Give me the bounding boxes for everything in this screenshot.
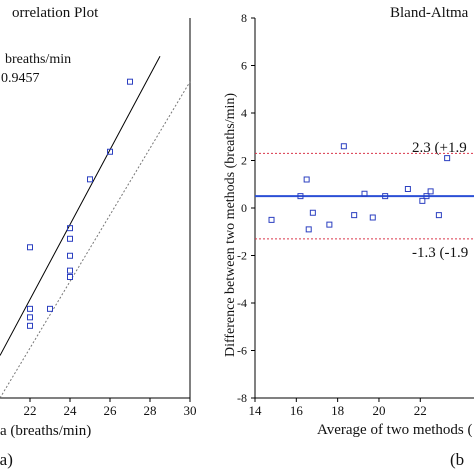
correlation-point (87, 176, 93, 183)
bland-altman-point (309, 209, 316, 216)
upper-loa-label: 2.3 (+1.9 (412, 140, 467, 156)
bland-altman-point (303, 176, 310, 183)
left-chart-title: orrelation Plot (12, 5, 99, 21)
right-x-tick-label: 20 (372, 403, 385, 418)
identity-line (0, 81, 191, 399)
correlation-point (27, 322, 33, 329)
bland-altman-plot: -8 -6 -4 -2 0 2 4 6 8 14 16 18 20 22 (237, 11, 474, 418)
correlation-point (27, 314, 33, 321)
left-legend-line-2: 0.9457 (1, 71, 40, 86)
bland-altman-point (435, 212, 442, 219)
right-y-tick-label: 0 (241, 201, 247, 215)
bland-altman-point (297, 193, 304, 200)
right-y-tick-label: -2 (237, 249, 247, 263)
bland-altman-point (351, 212, 358, 219)
correlation-point (27, 244, 33, 251)
right-x-tick-label: 16 (290, 403, 304, 418)
regression-line (0, 55, 161, 356)
right-y-tick-label: -8 (237, 391, 247, 405)
lower-loa-label: -1.3 (-1.9 (412, 245, 469, 261)
bland-altman-point (326, 221, 333, 228)
left-x-tick-label: 30 (184, 403, 197, 418)
correlation-point (67, 252, 73, 259)
correlation-point (67, 235, 73, 242)
correlation-plot: 22 24 26 28 30 (0, 18, 197, 418)
right-x-tick-label: 22 (414, 403, 427, 418)
bland-altman-point (419, 197, 426, 204)
right-x-tick-label: 18 (331, 403, 344, 418)
right-x-axis-label: Average of two methods ( (317, 422, 473, 438)
correlation-point (127, 78, 133, 85)
bland-altman-point (427, 188, 434, 195)
right-y-tick-label: 6 (241, 59, 247, 73)
right-x-tick-label: 14 (249, 403, 263, 418)
right-chart-title: Bland-Altma (390, 5, 469, 21)
right-y-tick-label: 4 (241, 106, 247, 120)
left-x-tick-label: 24 (64, 403, 78, 418)
bland-altman-point (361, 190, 368, 197)
bland-altman-point (340, 143, 347, 150)
bland-altman-point (268, 216, 275, 223)
bland-altman-point (369, 214, 376, 221)
right-y-tick-label: 8 (241, 11, 247, 25)
left-x-tick-label: 22 (24, 403, 37, 418)
bland-altman-point (444, 155, 451, 162)
left-panel-label: (a) (0, 450, 13, 469)
right-panel-label: (b (450, 450, 465, 469)
correlation-point (67, 267, 73, 274)
left-x-tick-label: 28 (144, 403, 157, 418)
left-x-tick-label: 26 (104, 403, 118, 418)
correlation-point (67, 273, 73, 280)
bland-altman-point (305, 226, 312, 233)
left-x-axis-label: a (breaths/min) (0, 423, 92, 439)
correlation-point (27, 305, 33, 312)
bland-altman-point (382, 193, 389, 200)
bland-altman-point (404, 186, 411, 192)
right-y-tick-label: 2 (241, 154, 247, 168)
bland-altman-point (423, 193, 430, 200)
correlation-point (107, 148, 113, 155)
right-y-tick-label: -4 (237, 296, 247, 310)
correlation-point (47, 305, 53, 312)
correlation-point (67, 225, 73, 232)
left-legend-line-1: breaths/min (5, 52, 72, 67)
right-y-tick-label: -6 (237, 344, 247, 358)
